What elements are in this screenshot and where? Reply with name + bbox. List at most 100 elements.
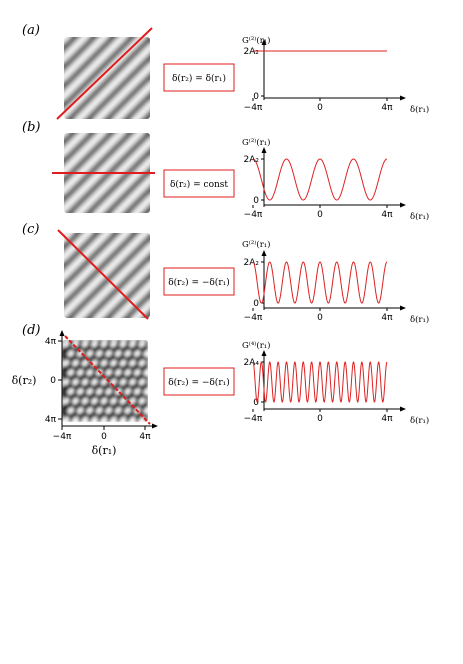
lattice-spot bbox=[152, 444, 161, 453]
lattice-spot bbox=[100, 378, 108, 386]
lattice-spot bbox=[156, 358, 165, 367]
lattice-spot bbox=[156, 339, 165, 348]
y-axis-label: G⁽²⁾(r₁) bbox=[242, 137, 270, 148]
lattice-spot bbox=[123, 444, 132, 453]
lattice-spot bbox=[110, 359, 117, 367]
lattice-spot bbox=[91, 378, 98, 386]
constraint-box bbox=[163, 267, 235, 296]
stripe bbox=[83, 37, 150, 119]
cut-line bbox=[57, 229, 149, 320]
panel-label: (c) bbox=[22, 222, 39, 237]
lattice-spot bbox=[71, 434, 80, 443]
cut-line bbox=[64, 335, 151, 425]
x-tick-label: −4π bbox=[244, 210, 263, 220]
lattice-spot bbox=[86, 350, 94, 357]
panel-a: (a) δ(r₂) = δ(r₁) −4π 0 4π02A₂G⁽²⁾(r₁)δ(r₁… bbox=[0, 17, 463, 139]
lattice-spot bbox=[152, 387, 161, 396]
stripe bbox=[216, 113, 345, 233]
x-tick-label: 4π bbox=[381, 414, 393, 424]
lattice-spot bbox=[166, 415, 175, 424]
x-axis-arrow bbox=[400, 202, 406, 208]
lattice-spot bbox=[166, 396, 175, 405]
lattice-spot bbox=[124, 407, 132, 414]
x-axis-label: δ(r₁) bbox=[410, 104, 429, 115]
stripe bbox=[273, 17, 404, 139]
lattice-spot bbox=[119, 359, 127, 367]
lattice-spot bbox=[86, 369, 94, 376]
lattice-spot bbox=[143, 388, 148, 395]
lattice-spot bbox=[166, 358, 175, 367]
lattice-spot bbox=[129, 416, 136, 422]
lattice-spot bbox=[147, 377, 156, 386]
lattice-spot bbox=[62, 397, 70, 405]
lattice-spot bbox=[171, 444, 180, 453]
lattice-spot bbox=[142, 444, 151, 453]
stripe bbox=[64, 37, 150, 119]
lattice-spot bbox=[90, 434, 99, 443]
y-tick-label: 0 bbox=[253, 398, 259, 408]
stripe bbox=[311, 17, 442, 139]
lattice-spot bbox=[138, 340, 146, 348]
y-tick-label: 0 bbox=[253, 92, 259, 102]
image-axes bbox=[58, 330, 158, 430]
x-tick-label: 4π bbox=[381, 103, 393, 113]
panel-label: (d) bbox=[22, 323, 40, 338]
lattice-spot bbox=[72, 359, 79, 367]
stripe bbox=[425, 17, 463, 139]
image-ytick: 4π bbox=[45, 337, 57, 347]
x-axis-arrow bbox=[400, 95, 406, 101]
image-xtick: −4π bbox=[53, 432, 72, 442]
stripe bbox=[64, 37, 150, 119]
lattice-spot bbox=[81, 359, 89, 367]
stripe bbox=[292, 213, 426, 338]
lattice-spot bbox=[72, 416, 79, 422]
lattice-spot bbox=[143, 407, 148, 414]
x-axis-label: δ(r₁) bbox=[410, 211, 429, 222]
stripe-pattern-image bbox=[0, 17, 463, 139]
panel-d: (d) −4π 0 4π 4π 0 4π δ(r₁) δ(r₂) δ(r₂) =… bbox=[12, 323, 430, 457]
x-tick-label: 0 bbox=[317, 103, 323, 113]
stripe bbox=[64, 37, 138, 119]
x-axis-arrow bbox=[400, 305, 406, 311]
series-line bbox=[252, 361, 388, 403]
lattice-spot bbox=[124, 388, 132, 395]
lattice-spot bbox=[105, 369, 113, 376]
lattice-spot bbox=[129, 340, 136, 348]
lattice-spot bbox=[133, 388, 141, 395]
stripe bbox=[368, 17, 463, 139]
lattice-spot bbox=[110, 340, 117, 348]
image-xlabel: δ(r₁) bbox=[92, 444, 117, 457]
lattice-spot bbox=[105, 407, 113, 414]
lattice-spot bbox=[81, 397, 89, 405]
stripe bbox=[0, 17, 5, 139]
lattice-spot bbox=[76, 407, 84, 414]
y-axis-arrow bbox=[261, 147, 267, 153]
lattice-spot bbox=[114, 369, 122, 376]
lattice-spot bbox=[119, 378, 127, 386]
lattice-spot bbox=[152, 368, 161, 377]
constraint-label: δ(r₂) = −δ(r₁) bbox=[168, 377, 230, 388]
y-axis-arrow bbox=[261, 350, 267, 356]
stripe bbox=[102, 37, 150, 119]
y-tick-label: 0 bbox=[253, 299, 259, 309]
lattice-spot bbox=[95, 350, 103, 357]
image-xtick: 4π bbox=[139, 432, 151, 442]
cut-line bbox=[56, 27, 153, 120]
lattice-spot bbox=[81, 378, 89, 386]
series-line bbox=[252, 261, 388, 304]
lattice-spot bbox=[67, 369, 75, 376]
stripe bbox=[64, 233, 150, 318]
lattice-spot bbox=[152, 406, 161, 415]
lattice-spot bbox=[156, 396, 165, 405]
lattice-spot bbox=[138, 378, 146, 386]
constraint-box bbox=[163, 63, 235, 92]
panel-label: (a) bbox=[22, 23, 40, 38]
lattice-spot bbox=[109, 434, 118, 443]
lattice-spot bbox=[110, 416, 117, 422]
lattice-spot bbox=[133, 369, 141, 376]
lattice-spot bbox=[118, 434, 127, 443]
lattice-spot bbox=[62, 416, 70, 422]
lattice-spot bbox=[147, 396, 156, 405]
